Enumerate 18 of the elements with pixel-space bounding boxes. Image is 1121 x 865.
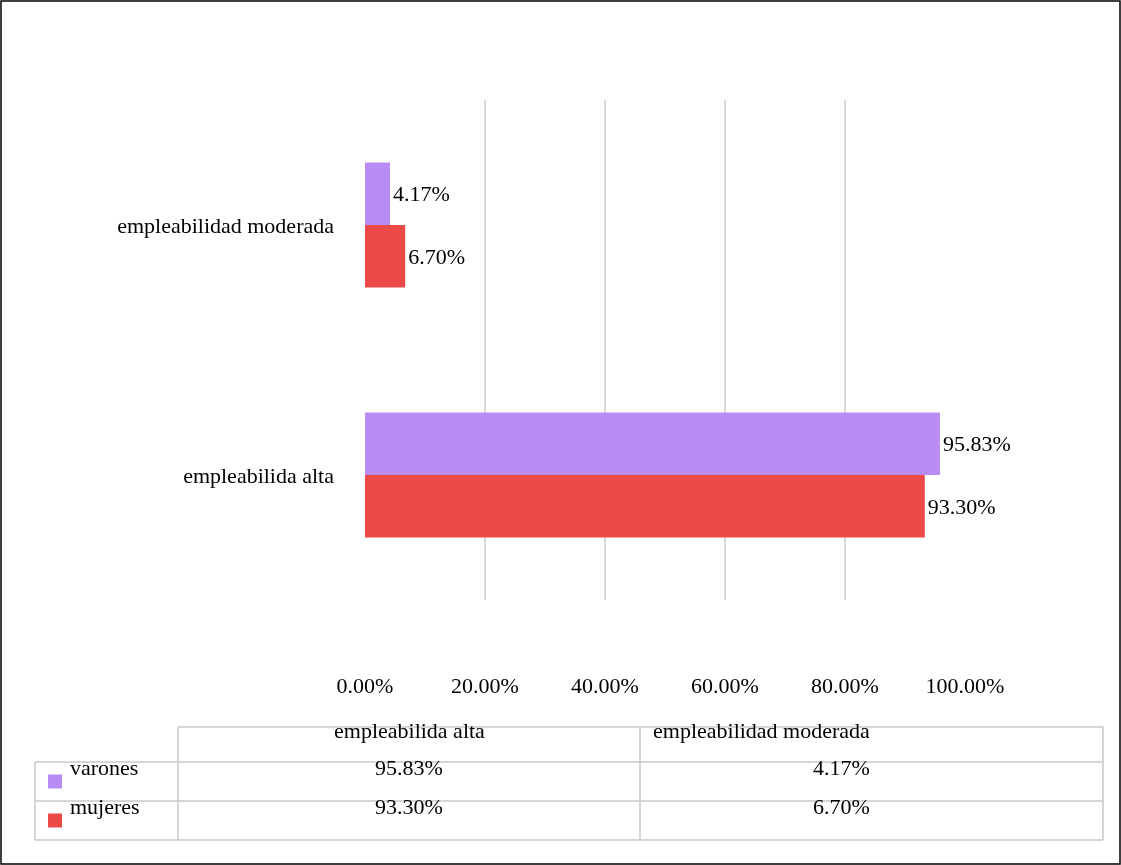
text: 4.17% (813, 755, 870, 780)
x-tick-label: 20.00% (451, 673, 519, 698)
data-label: 4.17% (393, 181, 450, 207)
x-tick-label: 0.00% (336, 673, 394, 698)
x-tick-label: 40.00% (571, 673, 639, 698)
legend-label: mujeres (70, 794, 140, 819)
x-tick-label: 100.00% (925, 673, 1005, 698)
category-label: empleabilidad moderada (653, 718, 870, 743)
data-label: 6.70% (408, 243, 466, 269)
text: 6.70% (813, 794, 870, 819)
data-label: 93.30% (927, 493, 996, 519)
text: 95.83% (375, 755, 443, 780)
legend-label: varones (70, 755, 139, 780)
category-label: empleabilida alta (334, 718, 485, 743)
data-label: 95.83% (942, 431, 1011, 457)
x-tick-label: 60.00% (691, 673, 759, 698)
x-tick-label: 80.00% (811, 673, 879, 698)
text: 93.30% (375, 794, 443, 819)
